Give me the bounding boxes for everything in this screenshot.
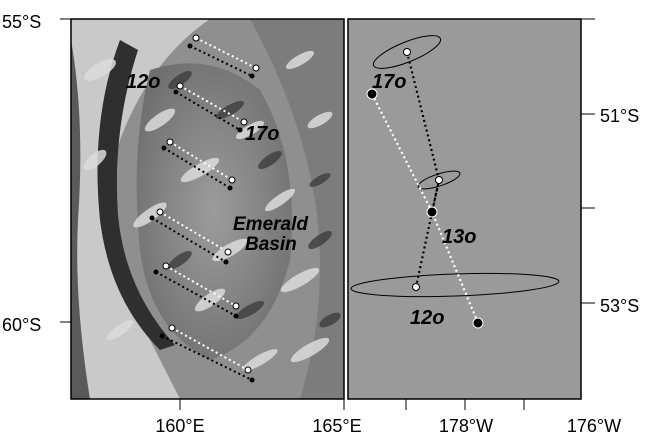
lat-label-53s: 53°S xyxy=(600,296,639,316)
left-map-panel: 55°S 60°S 160°E 165°E 12o 17o Emerald Ba… xyxy=(2,12,362,436)
segment-endpoint-filled xyxy=(173,89,179,95)
lat-label-51s: 51°S xyxy=(600,106,639,126)
segment-endpoint-filled xyxy=(159,333,165,339)
white-dotted-segment xyxy=(165,265,237,307)
segment-endpoint-open xyxy=(192,34,200,42)
segment-endpoint-open xyxy=(240,118,248,126)
black-dotted-segment xyxy=(151,217,227,263)
segment-endpoint-filled xyxy=(249,73,255,79)
segment-endpoint-filled xyxy=(153,269,159,275)
lon-label-160e: 160°E xyxy=(155,416,204,436)
pole-point-12o xyxy=(472,317,484,329)
lon-label-165e: 165°E xyxy=(312,416,361,436)
lon-label-176w: 176°W xyxy=(567,416,621,436)
black-dotted-segment xyxy=(161,335,253,381)
pole-point-17o xyxy=(366,88,378,100)
pole-point-13o xyxy=(426,206,438,218)
pole-point-open-17o xyxy=(403,48,411,56)
segment-endpoint-filled xyxy=(161,145,167,151)
segment-endpoint-open xyxy=(244,366,252,374)
pole-label-17o: 17o xyxy=(372,71,406,93)
pole-point-open-12o xyxy=(412,283,420,291)
pole-label-12o: 12o xyxy=(410,307,444,329)
pole-panel-background xyxy=(347,18,582,400)
pole-point-open-13o xyxy=(435,176,443,184)
site-label-12o: 12o xyxy=(126,71,160,93)
segment-endpoint-open xyxy=(224,248,232,256)
black-dotted-segment xyxy=(189,45,253,77)
basin-label-line2: Basin xyxy=(245,234,297,255)
lat-label-60s: 60°S xyxy=(2,315,41,335)
reconstruction-pairs xyxy=(149,34,260,383)
segment-endpoint-filled xyxy=(187,43,193,49)
white-dotted-segment xyxy=(159,211,229,253)
segment-endpoint-open xyxy=(228,176,236,184)
right-pole-panel: 51°S 53°S 178°W 176°W 17o 13o 12o xyxy=(347,18,639,436)
segment-endpoint-open xyxy=(176,82,184,90)
white-dotted-segment xyxy=(179,85,245,123)
segment-endpoint-filled xyxy=(249,377,255,383)
segment-endpoint-filled xyxy=(223,259,229,265)
white-dotted-segment xyxy=(169,141,233,181)
site-label-17o: 17o xyxy=(245,123,279,145)
pole-label-13o: 13o xyxy=(442,226,476,248)
bathymetry-relief xyxy=(71,19,344,399)
lat-label-55s: 55°S xyxy=(2,12,41,32)
segment-endpoint-filled xyxy=(227,185,233,191)
segment-endpoint-open xyxy=(166,138,174,146)
segment-endpoint-filled xyxy=(149,215,155,221)
error-ellipse-17o xyxy=(372,35,442,69)
black-dotted-segment xyxy=(155,271,237,317)
segment-endpoint-open xyxy=(156,208,164,216)
segment-endpoint-open xyxy=(168,324,176,332)
error-ellipse-12o xyxy=(350,272,560,298)
segment-endpoint-open xyxy=(232,302,240,310)
white-dotted-segment xyxy=(195,37,257,69)
segment-endpoint-filled xyxy=(233,313,239,319)
segment-endpoint-open xyxy=(252,64,260,72)
basin-label-line1: Emerald xyxy=(233,214,308,235)
lon-label-178w: 178°W xyxy=(439,416,493,436)
segment-endpoint-open xyxy=(162,262,170,270)
segment-endpoint-filled xyxy=(237,127,243,133)
